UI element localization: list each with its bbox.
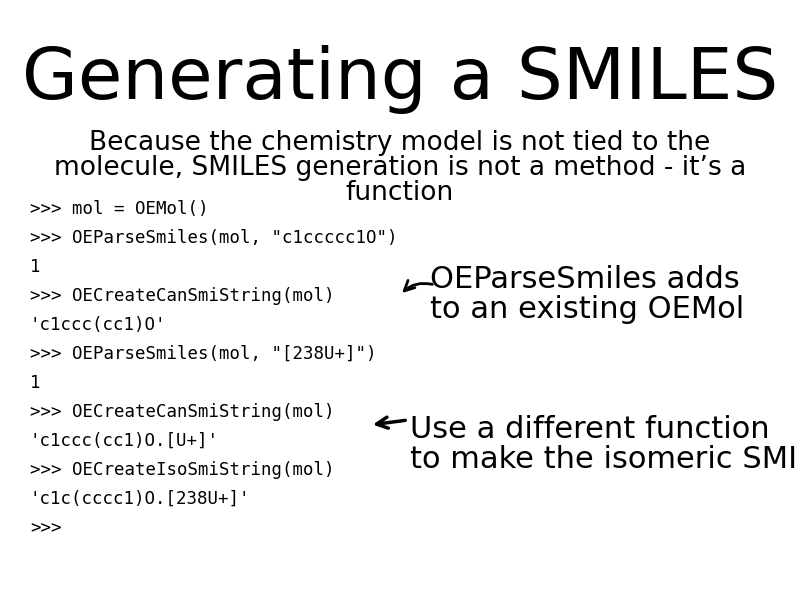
- Text: >>> OECreateIsoSmiString(mol): >>> OECreateIsoSmiString(mol): [30, 461, 334, 479]
- Text: Because the chemistry model is not tied to the: Because the chemistry model is not tied …: [90, 130, 710, 156]
- Text: to an existing OEMol: to an existing OEMol: [430, 295, 744, 324]
- Text: >>>: >>>: [30, 519, 62, 537]
- Text: >>> mol = OEMol(): >>> mol = OEMol(): [30, 200, 209, 218]
- Text: 'c1ccc(cc1)O': 'c1ccc(cc1)O': [30, 316, 166, 334]
- Text: >>> OEParseSmiles(mol, "[238U+]"): >>> OEParseSmiles(mol, "[238U+]"): [30, 345, 377, 363]
- Text: 'c1ccc(cc1)O.[U+]': 'c1ccc(cc1)O.[U+]': [30, 432, 219, 450]
- Text: 1: 1: [30, 258, 41, 276]
- Text: OEParseSmiles adds: OEParseSmiles adds: [430, 265, 740, 294]
- Text: 1: 1: [30, 374, 41, 392]
- Text: molecule, SMILES generation is not a method - it’s a: molecule, SMILES generation is not a met…: [54, 155, 746, 181]
- Text: Use a different function: Use a different function: [410, 415, 770, 444]
- Text: function: function: [346, 180, 454, 206]
- Text: >>> OECreateCanSmiString(mol): >>> OECreateCanSmiString(mol): [30, 403, 334, 421]
- Text: to make the isomeric SMILES: to make the isomeric SMILES: [410, 445, 800, 474]
- Text: >>> OECreateCanSmiString(mol): >>> OECreateCanSmiString(mol): [30, 287, 334, 305]
- Text: 'c1c(cccc1)O.[238U+]': 'c1c(cccc1)O.[238U+]': [30, 490, 250, 508]
- Text: >>> OEParseSmiles(mol, "c1ccccc1O"): >>> OEParseSmiles(mol, "c1ccccc1O"): [30, 229, 398, 247]
- Text: Generating a SMILES: Generating a SMILES: [22, 45, 778, 114]
